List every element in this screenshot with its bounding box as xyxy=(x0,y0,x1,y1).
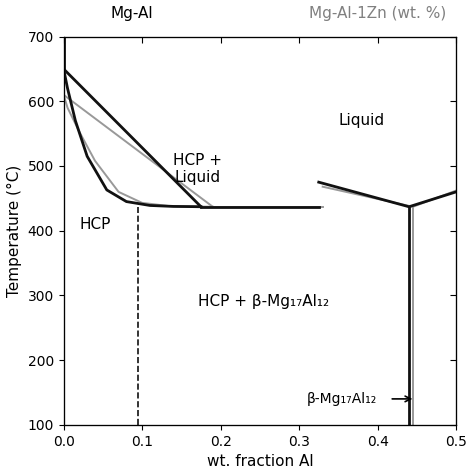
Text: HCP +
Liquid: HCP + Liquid xyxy=(173,153,221,186)
Text: HCP + β-Mg₁₇Al₁₂: HCP + β-Mg₁₇Al₁₂ xyxy=(198,294,329,309)
Text: β-Mg₁₇Al₁₂: β-Mg₁₇Al₁₂ xyxy=(307,392,377,406)
Text: Liquid: Liquid xyxy=(339,113,385,128)
X-axis label: wt. fraction Al: wt. fraction Al xyxy=(207,454,313,469)
Text: Mg-Al: Mg-Al xyxy=(111,6,154,21)
Text: HCP: HCP xyxy=(79,217,111,232)
Text: Mg-Al-1Zn (wt. %): Mg-Al-1Zn (wt. %) xyxy=(309,6,446,21)
Y-axis label: Temperature (°C): Temperature (°C) xyxy=(7,165,22,297)
